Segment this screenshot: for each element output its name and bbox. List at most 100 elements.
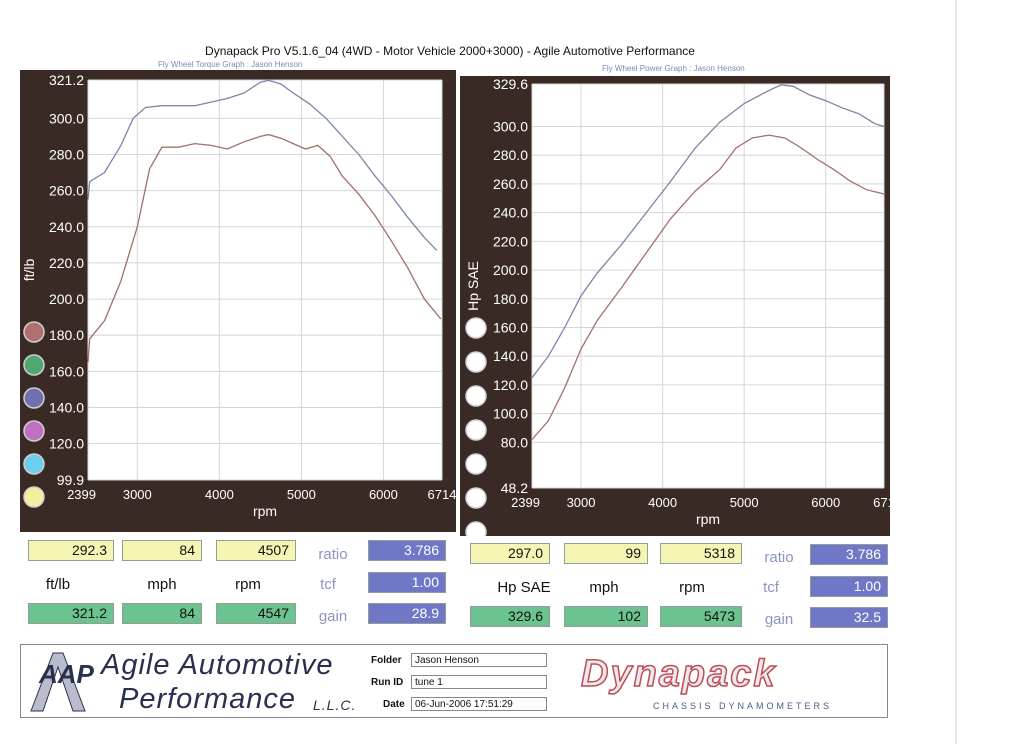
x-tick-label: 3000 — [567, 495, 596, 510]
x-axis-label: rpm — [696, 511, 720, 527]
tcf-label-left: tcf — [320, 576, 336, 593]
legend-swatch[interactable] — [465, 453, 487, 475]
x-tick-label: 6000 — [811, 495, 840, 510]
y-tick-label: 99.9 — [57, 472, 84, 488]
y-tick-label: 260.0 — [493, 176, 528, 192]
y-tick-label: 280.0 — [493, 147, 528, 163]
gain-value-right: 32.5 — [810, 607, 888, 628]
y-tick-label: 140.0 — [49, 400, 84, 416]
power-rpm-box: 5318 — [660, 543, 742, 564]
power-peak-rpm-box: 5473 — [660, 606, 742, 627]
y-tick-label: 100.0 — [493, 406, 528, 422]
page-edge — [955, 0, 957, 744]
ratio-label-left: ratio — [318, 546, 348, 563]
y-tick-label: 220.0 — [493, 233, 528, 249]
series-line-0 — [87, 79, 438, 251]
x-axis-label: rpm — [253, 503, 277, 519]
unit-rpm-left: rpm — [235, 576, 261, 593]
torque-peak-mph-box: 84 — [122, 603, 202, 624]
torque-chart-panel: 321.2 300.0 280.0 260.0 240.0 220.0 200.0 180.0… — [20, 70, 456, 532]
torque-peak-rpm-box: 4547 — [216, 603, 296, 624]
ratio-label-right: ratio — [764, 549, 794, 566]
power-chart-panel: 329.6 300.0 280.0 260.0 240.0 220.0 200.0 180.0… — [460, 76, 895, 543]
y-tick-label: 120.0 — [49, 436, 84, 452]
y-tick-label: 120.0 — [493, 377, 528, 393]
company-name-line2: Performance — [119, 683, 297, 715]
y-tick-label: 160.0 — [493, 319, 528, 335]
legend-swatch[interactable] — [465, 419, 487, 441]
aap-logo: AAP — [30, 652, 95, 712]
unit-hpsae: Hp SAE — [497, 579, 551, 596]
power-chart-title: Fly Wheel Power Graph : Jason Henson — [602, 64, 745, 73]
company-suffix: L.L.C. — [313, 697, 357, 713]
legend-swatch[interactable] — [465, 521, 487, 543]
y-tick-label: 200.0 — [49, 291, 84, 307]
unit-mph-right: mph — [589, 579, 619, 596]
y-tick-label: 140.0 — [493, 348, 528, 364]
legend-swatch[interactable] — [23, 486, 45, 508]
legend-swatch[interactable] — [23, 420, 45, 442]
legend-swatch[interactable] — [465, 385, 487, 407]
x-tick-label: 5000 — [730, 495, 759, 510]
x-tick-label: 671 — [873, 495, 890, 510]
unit-ftlb: ft/lb — [45, 576, 71, 593]
legend-swatch[interactable] — [465, 351, 487, 373]
tcf-value-left: 1.00 — [368, 572, 446, 593]
y-tick-label: 260.0 — [49, 183, 84, 199]
torque-rpm-box: 4507 — [216, 540, 296, 561]
legend-swatch[interactable] — [465, 317, 487, 339]
y-tick-label: 280.0 — [49, 146, 84, 162]
series-line-1 — [531, 134, 885, 440]
torque-value-box: 292.3 — [28, 540, 114, 561]
x-tick-label: 4000 — [648, 495, 677, 510]
tcf-value-right: 1.00 — [810, 576, 888, 597]
plot-area — [88, 80, 442, 480]
y-tick-label: 321.2 — [49, 72, 84, 88]
y-tick-label: 220.0 — [49, 255, 84, 271]
dynapack-logo: Dynapack — [580, 652, 777, 696]
legend-swatch[interactable] — [465, 487, 487, 509]
power-peak-mph-box: 102 — [564, 606, 648, 627]
torque-chart-title: Fly Wheel Torque Graph : Jason Henson — [158, 60, 303, 69]
y-tick-label: 300.0 — [49, 110, 84, 126]
torque-chart: 321.2 300.0 280.0 260.0 240.0 220.0 200.0 180.0… — [21, 72, 456, 519]
date-value: 06-Jun-2006 17:51:29 — [411, 697, 547, 711]
legend-swatch[interactable] — [23, 453, 45, 475]
company-name-line1: Agile Automotive — [101, 649, 334, 681]
y-tick-label: 300.0 — [493, 118, 528, 134]
folder-label: Folder — [371, 655, 402, 666]
torque-mph-box: 84 — [122, 540, 202, 561]
x-tick-label: 4000 — [205, 487, 234, 502]
legend-swatch[interactable] — [23, 387, 45, 409]
power-peak-box: 329.6 — [470, 606, 550, 627]
legend-swatch[interactable] — [23, 321, 45, 343]
x-tick-label: 6000 — [369, 487, 398, 502]
report-footer: AAP Agile Automotive Performance L.L.C. … — [20, 644, 888, 718]
tcf-label-right: tcf — [763, 579, 779, 596]
aap-logo-letters: AAP — [38, 659, 95, 689]
gain-label-left: gain — [318, 608, 348, 625]
unit-mph-left: mph — [147, 576, 177, 593]
power-chart: 329.6 300.0 280.0 260.0 240.0 220.0 200.0 180.0… — [465, 76, 895, 543]
dynapack-tagline: CHASSIS DYNAMOMETERS — [653, 701, 833, 711]
legend-swatch[interactable] — [23, 354, 45, 376]
unit-rpm-right: rpm — [679, 579, 705, 596]
folder-value: Jason Henson — [411, 653, 547, 667]
plot-area — [532, 84, 884, 488]
x-tick-label: 5000 — [287, 487, 316, 502]
torque-peak-box: 321.2 — [28, 603, 114, 624]
y-tick-label: 180.0 — [49, 327, 84, 343]
x-tick-label: 3000 — [123, 487, 152, 502]
y-tick-label: 48.2 — [501, 480, 528, 496]
series-line-1 — [87, 133, 442, 363]
runid-value: tune 1 — [411, 675, 547, 689]
ratio-value-left: 3.786 — [368, 540, 446, 561]
y-tick-label: 200.0 — [493, 262, 528, 278]
report-title: Dynapack Pro V5.1.6_04 (4WD - Motor Vehi… — [205, 44, 695, 58]
gain-label-right: gain — [764, 611, 794, 628]
x-tick-label: 2399 — [67, 487, 96, 502]
y-tick-label: 329.6 — [493, 76, 528, 92]
gain-value-left: 28.9 — [368, 603, 446, 624]
y-tick-label: 80.0 — [501, 434, 528, 450]
power-value-box: 297.0 — [470, 543, 550, 564]
